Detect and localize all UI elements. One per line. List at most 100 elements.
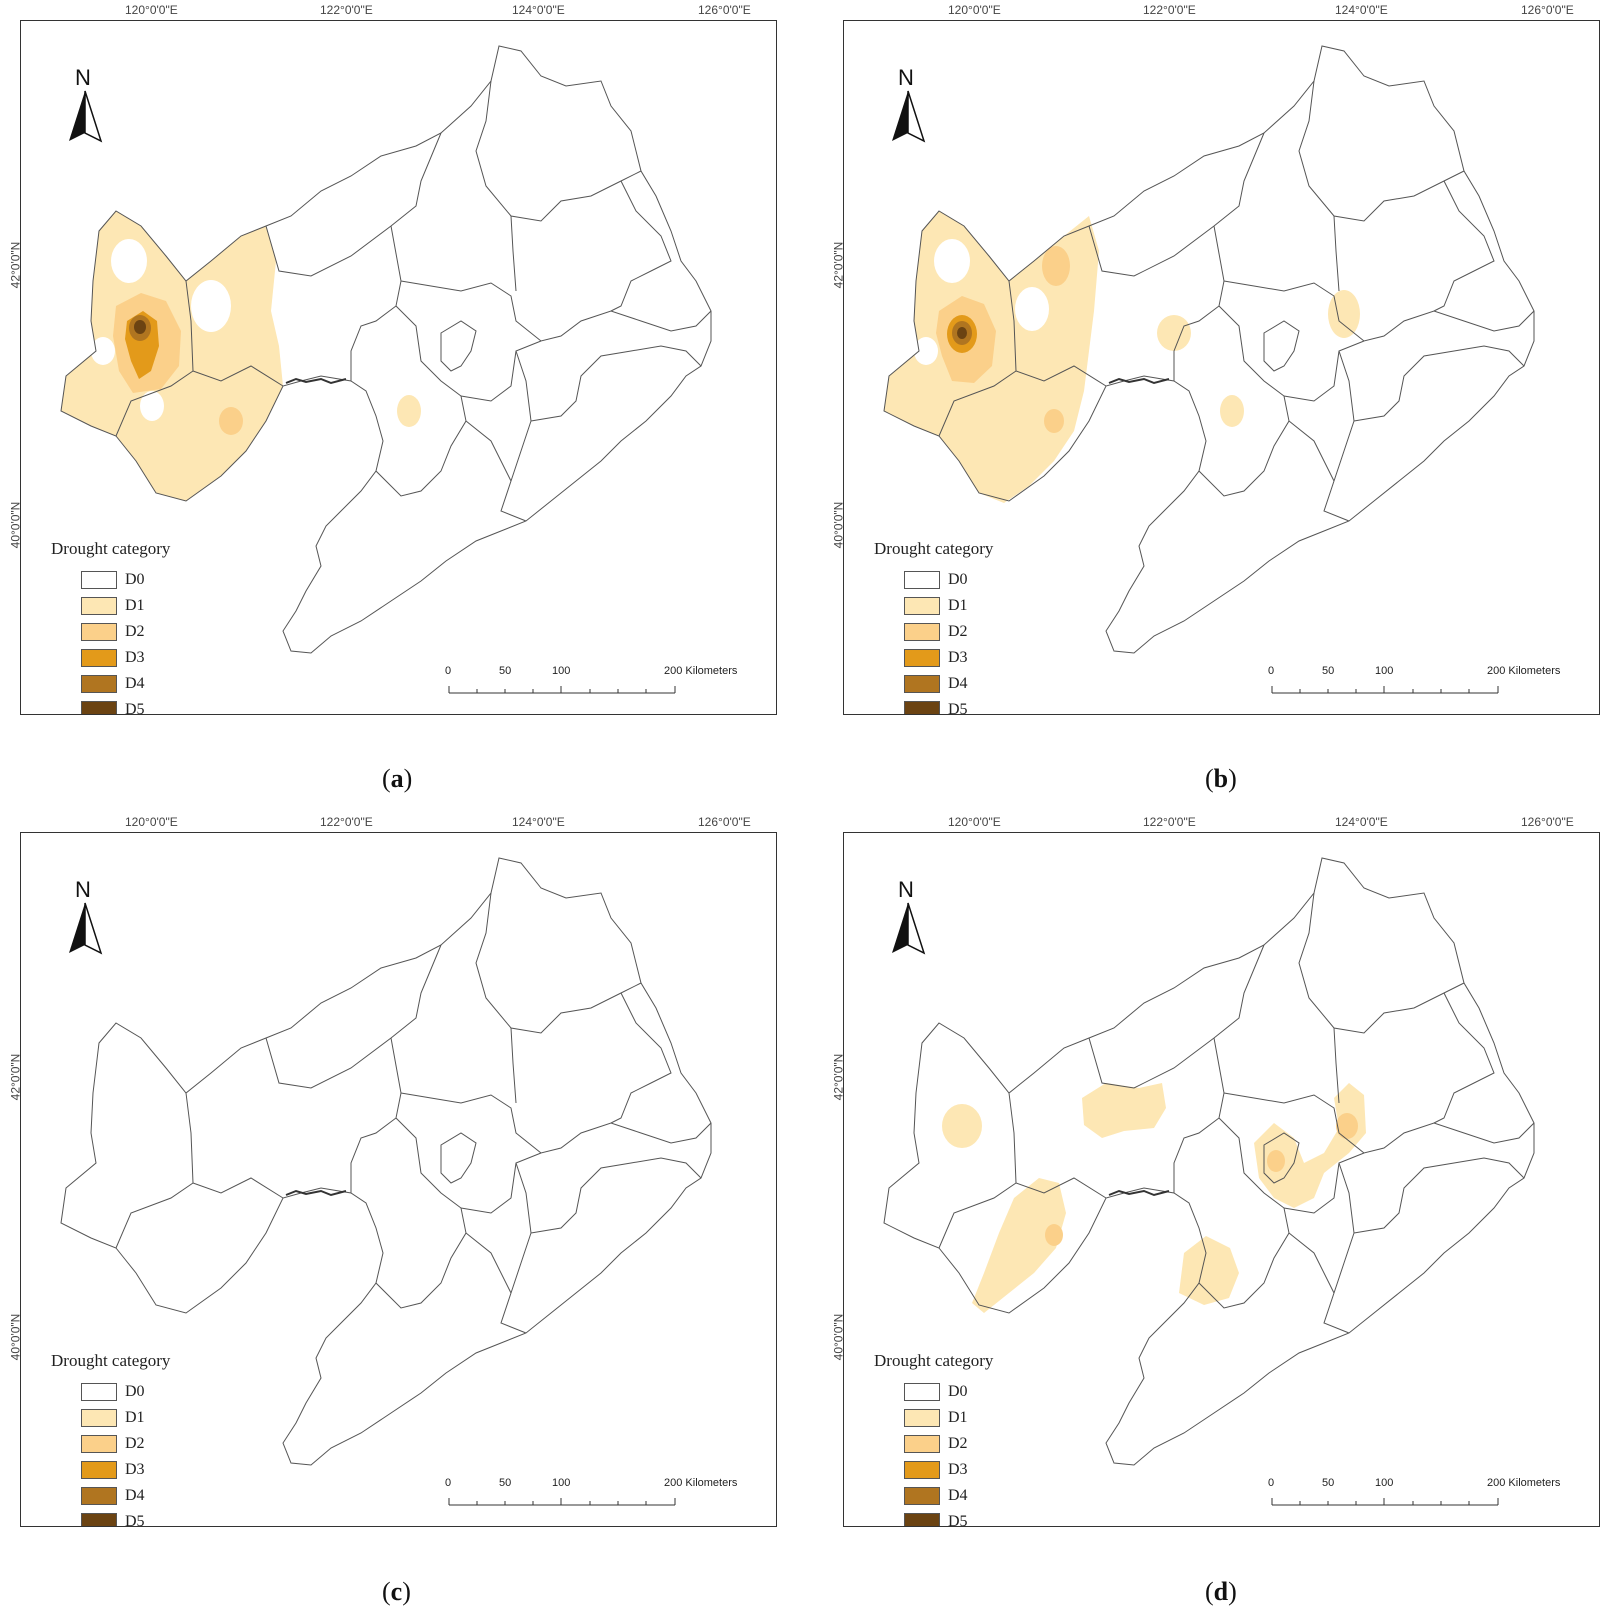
legend-item-d3: D3 (874, 645, 993, 671)
legend-swatch-d2 (904, 1435, 940, 1453)
scale-label: 200 Kilometers (664, 665, 738, 677)
scale-label: 50 (1322, 665, 1335, 677)
province-boundaries (60, 45, 712, 654)
scale-label: 50 (499, 1477, 512, 1489)
lon-label: 124°0'0"E (512, 3, 565, 17)
d5-zone (134, 320, 146, 334)
lat-label: 40°0'0"N (8, 501, 23, 549)
lat-label: 40°0'0"N (831, 501, 846, 549)
lon-label: 124°0'0"E (1335, 3, 1388, 17)
legend-swatch-d5 (904, 701, 940, 714)
scale-label: 0 (445, 1477, 452, 1489)
lon-label: 124°0'0"E (1335, 815, 1388, 829)
legend: Drought category D0 D1 D2 D3 D4 D5 (874, 1351, 993, 1526)
scale-label: 0 (1268, 665, 1275, 677)
lon-label: 126°0'0"E (698, 3, 751, 17)
lon-label: 120°0'0"E (948, 815, 1001, 829)
panel-caption-c: (c) (382, 1577, 411, 1606)
scale-bar: 0 50 100 200 Kilometers (1268, 1477, 1581, 1515)
legend-swatch-d0 (81, 571, 117, 589)
legend: Drought category D0 D1 D2 D3 D4 D5 (51, 1351, 171, 1526)
scale-label: 200 Kilometers (1487, 665, 1561, 677)
legend-swatch-d5 (81, 701, 117, 714)
drought-map-d (883, 857, 1535, 1466)
north-arrow: N (65, 877, 105, 959)
legend-swatch-d0 (904, 1383, 940, 1401)
d1-zone (1328, 290, 1360, 338)
north-arrow: N (888, 65, 928, 147)
legend-swatch-d4 (81, 1487, 117, 1505)
lon-label: 120°0'0"E (125, 815, 178, 829)
legend-item-d3: D3 (51, 645, 170, 671)
d0-zone (111, 239, 147, 283)
north-label: N (75, 65, 91, 90)
legend-item-d0: D0 (51, 567, 170, 593)
legend-item-d0: D0 (874, 1379, 993, 1405)
map-panel-b: N Drought category D0 D1 D2 D3 D4 D5 0 5… (823, 0, 1600, 715)
scale-bar: 0 50 100 200 Kilometers (1268, 665, 1581, 703)
lon-label: 122°0'0"E (1143, 815, 1196, 829)
legend-swatch-d2 (81, 1435, 117, 1453)
legend-item-d0: D0 (51, 1379, 170, 1405)
legend-swatch-d1 (81, 1409, 117, 1427)
d5-zone (957, 327, 967, 339)
scale-bar-ticks (448, 686, 676, 694)
d0-zone (140, 391, 164, 421)
d0-zone (1015, 287, 1049, 331)
d2-zone (1267, 1150, 1285, 1172)
scale-label: 200 Kilometers (664, 1477, 738, 1489)
drought-overlays-a (61, 211, 421, 501)
legend-item-d4: D4 (51, 1483, 170, 1509)
d1-zone (972, 1178, 1066, 1313)
legend-swatch-d3 (81, 1461, 117, 1479)
lon-label: 120°0'0"E (125, 3, 178, 17)
drought-map-c (60, 857, 712, 1466)
province-boundaries (60, 857, 712, 1466)
d0-zone (91, 337, 115, 365)
legend-item-d4: D4 (51, 671, 170, 697)
d2-zone (1042, 246, 1070, 286)
legend-item-d1: D1 (874, 1405, 993, 1431)
lat-label: 42°0'0"N (831, 241, 846, 289)
map-panel-a: N Drought category D0 D1 D2 D3 D4 D5 0 5… (0, 0, 777, 715)
legend-title: Drought category (874, 539, 994, 558)
legend-item-d0: D0 (874, 567, 993, 593)
lon-label: 122°0'0"E (1143, 3, 1196, 17)
d1-zone (397, 395, 421, 427)
legend-swatch-d4 (81, 675, 117, 693)
legend-swatch-d2 (81, 623, 117, 641)
map-frame: N Drought category D0 D1 D2 D3 D4 D5 0 5… (20, 20, 777, 715)
scale-label: 0 (445, 665, 452, 677)
legend-title: Drought category (51, 1351, 171, 1370)
province-boundaries (883, 45, 1535, 654)
legend-swatch-d0 (81, 1383, 117, 1401)
lon-label: 122°0'0"E (320, 3, 373, 17)
lon-label: 124°0'0"E (512, 815, 565, 829)
legend-item-d3: D3 (51, 1457, 170, 1483)
lon-label: 126°0'0"E (698, 815, 751, 829)
d2-zone (1045, 1224, 1063, 1246)
legend-swatch-d1 (81, 597, 117, 615)
scale-label: 100 (552, 1477, 571, 1489)
north-arrow: N (65, 65, 105, 147)
panel-caption-d: (d) (1205, 1577, 1237, 1606)
legend-swatch-d3 (904, 1461, 940, 1479)
scale-bar: 0 50 100 200 Kilometers (445, 1477, 758, 1515)
legend-item-d5: D5 (874, 1509, 993, 1526)
map-frame: N Drought category D0 D1 D2 D3 D4 D5 0 5… (20, 832, 777, 1527)
legend: Drought category D0 D1 D2 D3 D4 D5 (51, 539, 170, 714)
scale-bar: 0 50 100 200 Kilometers (445, 665, 758, 703)
d0-zone (191, 280, 231, 332)
legend-swatch-d1 (904, 1409, 940, 1427)
panel-caption-b: (b) (1205, 764, 1237, 793)
legend-swatch-d0 (904, 571, 940, 589)
map-panel-c: N Drought category D0 D1 D2 D3 D4 D5 0 5… (0, 812, 777, 1527)
d0-zone (914, 337, 938, 365)
legend-swatch-d4 (904, 675, 940, 693)
legend-swatch-d4 (904, 1487, 940, 1505)
legend-item-d5: D5 (51, 697, 170, 714)
legend-item-d2: D2 (874, 1431, 993, 1457)
d1-zone (1254, 1083, 1366, 1208)
north-arrow-icon (892, 902, 926, 955)
d1-zone (1082, 1083, 1166, 1138)
